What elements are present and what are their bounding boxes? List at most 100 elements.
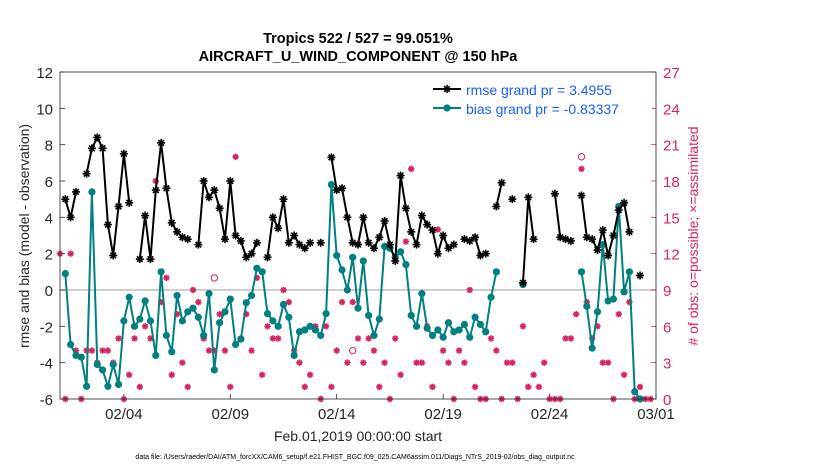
bias-point — [349, 253, 357, 261]
obs-assimilated-point — [232, 153, 239, 160]
obs-assimilated-point — [179, 359, 186, 366]
bias-point — [109, 360, 117, 369]
rmse-point — [135, 255, 144, 264]
rmse-point — [103, 220, 112, 229]
rmse-point — [439, 231, 448, 240]
rmse-point — [385, 240, 394, 249]
rmse-point — [316, 238, 325, 247]
bias-point — [625, 268, 633, 276]
x-tick-label: 02/14 — [318, 406, 356, 423]
obs-assimilated-point — [535, 383, 543, 391]
obs-assimilated-point — [461, 359, 468, 366]
rmse-point — [412, 240, 421, 249]
obs-assimilated-point — [429, 383, 436, 391]
y-tick-label-right: 24 — [663, 101, 680, 118]
bias-point — [274, 322, 282, 330]
bias-point — [184, 308, 192, 316]
x-tick-label: 02/09 — [212, 406, 250, 423]
rmse-point — [242, 253, 251, 262]
obs-assimilated-point — [509, 359, 516, 366]
bias-point — [322, 310, 330, 318]
rmse-point — [380, 216, 389, 225]
bias-point — [396, 248, 405, 256]
obs-assimilated-point — [604, 359, 612, 366]
obs-assimilated-point — [487, 335, 495, 342]
y-tick-label-left: -6 — [40, 392, 53, 409]
obs-assimilated-point — [503, 359, 511, 366]
bias-point — [216, 319, 224, 327]
bias-point — [631, 388, 639, 396]
obs-assimilated-point — [301, 383, 308, 391]
obs-assimilated-point — [184, 383, 191, 391]
rmse-point — [364, 238, 373, 247]
rmse-point — [66, 213, 75, 222]
rmse-point — [566, 236, 575, 245]
y-tick-label-left: 2 — [45, 247, 53, 264]
obs-assimilated-point — [280, 286, 287, 294]
bias-point — [306, 322, 314, 330]
rmse-point — [274, 224, 283, 233]
y-tick-label-right: 12 — [663, 247, 680, 264]
bias-point — [141, 297, 149, 305]
bias-point — [242, 299, 250, 307]
obs-assimilated-point — [163, 274, 170, 282]
bias-point — [104, 382, 112, 390]
rmse-point — [199, 177, 208, 185]
rmse-point — [71, 187, 80, 196]
bias-point — [338, 266, 346, 274]
obs-assimilated-point — [381, 359, 388, 366]
bias-point — [237, 335, 245, 343]
rmse-point — [338, 184, 347, 193]
legend-rmse-marker — [443, 85, 451, 93]
rmse-point — [508, 195, 517, 204]
rmse-point — [61, 195, 70, 204]
rmse-point — [151, 186, 160, 195]
bias-point — [279, 300, 288, 309]
rmse-point — [290, 231, 299, 240]
rmse-point — [114, 202, 123, 211]
rmse-point — [215, 204, 224, 213]
obs-assimilated-point — [636, 383, 644, 391]
bias-point — [359, 257, 367, 265]
rmse-point — [109, 251, 118, 260]
rmse-point — [620, 198, 629, 207]
obs-assimilated-point — [392, 335, 399, 342]
obs-assimilated-point — [376, 383, 383, 391]
bias-point — [317, 331, 325, 340]
bias-point — [476, 320, 484, 329]
bias-point — [327, 181, 335, 189]
bias-point — [210, 366, 218, 374]
obs-assimilated-point — [306, 371, 314, 378]
obs-assimilated-point — [397, 371, 404, 378]
rmse-point — [284, 238, 293, 247]
rmse-point — [423, 220, 432, 229]
rmse-point — [614, 206, 623, 215]
rmse-point — [183, 235, 192, 244]
y-tick-label-left: 4 — [45, 210, 53, 227]
bias-point — [83, 382, 91, 390]
bias-point — [285, 313, 293, 321]
obs-assimilated-point — [333, 347, 340, 354]
rmse-point — [471, 233, 480, 242]
bias-point — [428, 331, 437, 340]
rmse-point — [236, 236, 245, 245]
legend: rmse grand pr = 3.4955 bias grand pr = -… — [422, 78, 652, 120]
obs-assimilated-point — [620, 371, 628, 378]
obs-assimilated-point — [471, 383, 479, 391]
bias-point — [620, 288, 628, 296]
bias-point — [189, 304, 197, 312]
bias-point — [258, 268, 266, 276]
obs-assimilated-point — [189, 286, 197, 294]
rmse-point — [359, 213, 368, 222]
rmse-point — [268, 213, 277, 222]
legend-rmse-label: rmse grand pr = 3.4955 — [466, 82, 612, 98]
rmse-point — [119, 149, 128, 158]
obs-possible-point — [348, 346, 357, 355]
y-tick-label-right: 21 — [663, 138, 680, 155]
obs-assimilated-point — [349, 298, 356, 306]
rmse-point — [593, 246, 602, 255]
obs-assimilated-point — [115, 335, 122, 342]
obs-assimilated-point — [567, 335, 575, 342]
obs-assimilated-point — [408, 165, 415, 173]
x-tick-label: 02/04 — [105, 406, 143, 423]
